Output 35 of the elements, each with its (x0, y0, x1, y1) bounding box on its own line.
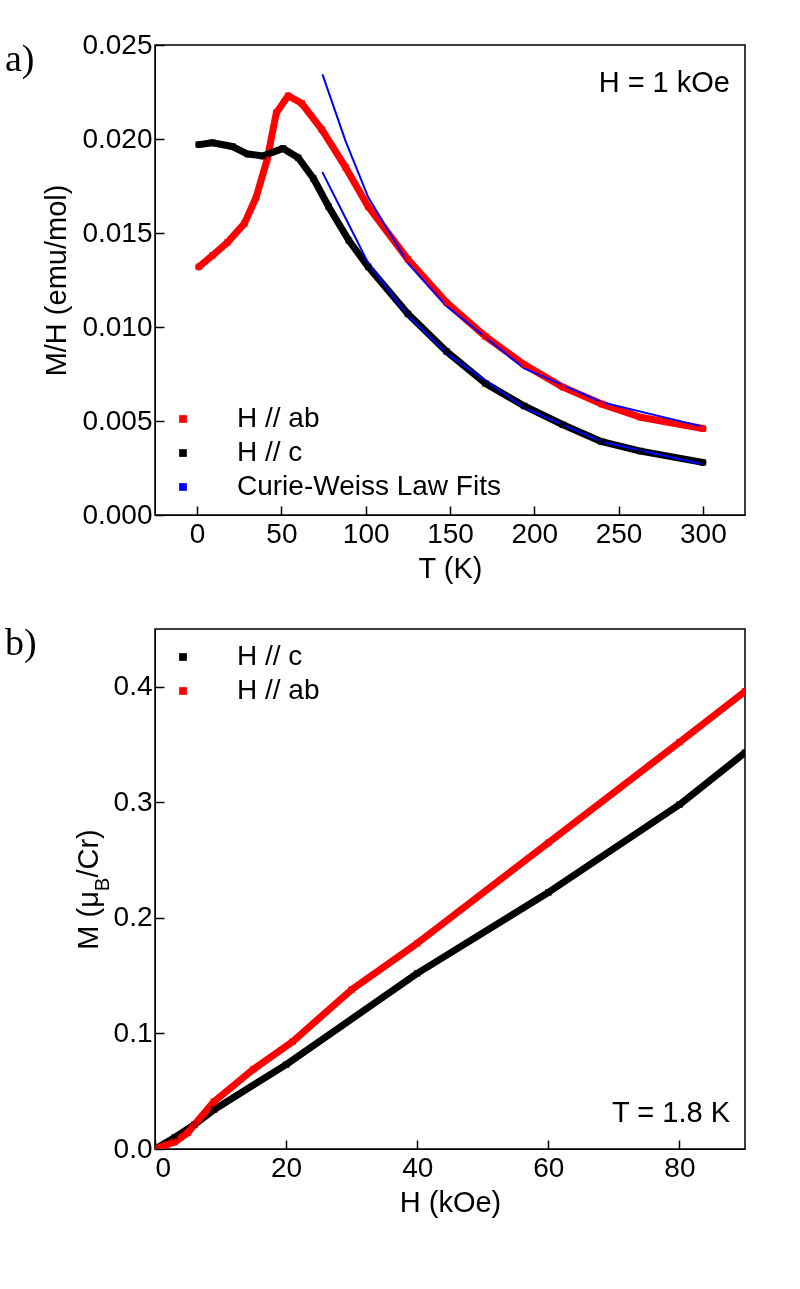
x-tick-label: 250 (595, 517, 643, 549)
legend-label: H // ab (237, 674, 320, 705)
y-tick-label: 0.015 (82, 216, 153, 248)
y-tick-label: 0.3 (113, 785, 153, 817)
y-tick-label: 0.010 (82, 310, 153, 342)
x-tick-label: 80 (664, 1151, 696, 1183)
x-tick-label: 200 (511, 517, 559, 549)
text: b) (5, 621, 37, 664)
y-tick-label: 0.1 (113, 1016, 153, 1048)
x-tick-label: 0 (155, 1151, 172, 1183)
x-axis-title: H (kOe) (399, 1185, 502, 1218)
x-tick-label: 60 (533, 1151, 565, 1183)
y-tick-label: 0.000 (82, 498, 153, 530)
y-axis-title: M/H (emu/mol) (40, 184, 73, 377)
y-tick-label: 0.0 (113, 1132, 153, 1164)
y-tick-label: 0.005 (82, 404, 153, 436)
y-tick-label: 0.2 (113, 901, 153, 933)
x-tick-label: 300 (680, 517, 727, 549)
annotation: T = 1.8 K (612, 1096, 731, 1128)
legend-label: H // c (237, 640, 303, 671)
x-tick-label: 40 (402, 1151, 434, 1183)
legend-label: H // ab (237, 402, 320, 433)
annotation: H = 1 kOe (598, 66, 730, 98)
x-tick-label: 20 (271, 1151, 303, 1183)
y-tick-label: 0.025 (82, 28, 153, 60)
x-tick-label: 100 (342, 517, 390, 549)
x-tick-label: 0 (189, 517, 206, 549)
legend-label: Curie-Weiss Law Fits (237, 470, 501, 501)
x-tick-label: 150 (427, 517, 474, 549)
x-tick-label: 50 (266, 517, 298, 549)
x-axis-title: T (K) (418, 551, 483, 584)
y-tick-label: 0.020 (82, 122, 153, 154)
text: a) (5, 37, 35, 80)
y-tick-label: 0.4 (113, 670, 153, 702)
legend-label: H // c (237, 436, 303, 467)
